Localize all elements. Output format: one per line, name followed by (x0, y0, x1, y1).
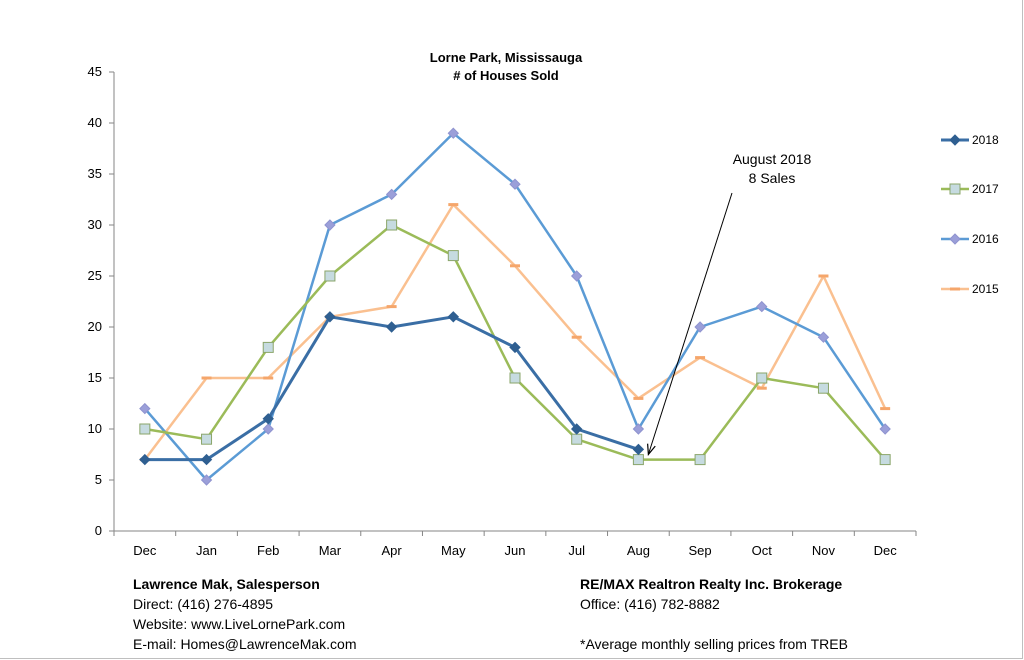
data-point-2018 (262, 413, 274, 425)
data-point-2017 (817, 382, 829, 394)
data-point-2016 (509, 178, 521, 190)
data-point-2017 (509, 372, 521, 384)
email-text: E-mail: Homes@LawrenceMak.com (133, 636, 357, 652)
series-line-2015 (143, 203, 887, 461)
y-tick-label: 25 (88, 268, 102, 283)
data-point-2017 (201, 433, 213, 445)
x-tick-label: Nov (812, 543, 836, 558)
annotation-line-2: 8 Sales (749, 170, 796, 186)
agent-name: Lawrence Mak, Salesperson (133, 576, 320, 592)
annotation-arrow-head (647, 443, 656, 456)
y-tick-label: 30 (88, 217, 102, 232)
legend-marker-2018 (949, 134, 961, 146)
data-point-2016 (570, 270, 583, 282)
x-tick-label: Jan (196, 543, 217, 558)
y-tick-label: 35 (88, 166, 102, 181)
y-tick-label: 10 (88, 421, 102, 436)
data-point-2016 (262, 423, 274, 435)
chart-title-line-1: Lorne Park, Mississauga (430, 50, 583, 65)
data-point-2017 (324, 270, 336, 282)
legend-label-2017: 2017 (972, 182, 999, 196)
legend: 2018 2017 2016 2015 (941, 133, 999, 296)
data-point-2017 (571, 433, 583, 445)
x-tick-label: Sep (689, 543, 712, 558)
series-2015 (139, 203, 891, 462)
data-point-2016 (139, 402, 151, 415)
legend-label-2015: 2015 (972, 282, 999, 296)
x-tick-label: Feb (257, 543, 279, 558)
y-tick-label: 40 (88, 115, 102, 130)
data-point-2017 (694, 454, 706, 466)
series-2017 (139, 219, 891, 466)
chart-title-line-2: # of Houses Sold (453, 68, 559, 83)
data-point-2017 (262, 341, 274, 353)
y-tick-label: 15 (88, 370, 102, 385)
direct-phone: Direct: (416) 276-4895 (133, 596, 274, 612)
source-note: *Average monthly selling prices from TRE… (580, 636, 848, 652)
data-point-2018 (385, 321, 398, 333)
data-point-2018 (509, 341, 521, 354)
website-text: Website: www.LiveLornePark.com (133, 616, 346, 632)
x-tick-label: Apr (381, 543, 402, 558)
data-point-2018 (139, 453, 151, 466)
annotation-arrow-line (647, 192, 733, 455)
y-tick-label: 5 (95, 472, 102, 487)
series-layer (139, 127, 891, 486)
x-tick-label: Jul (568, 543, 585, 558)
x-tick-label: Jun (505, 543, 526, 558)
annotation: August 2018 8 Sales (647, 151, 812, 456)
brokerage-name: RE/MAX Realtron Realty Inc. Brokerage (580, 576, 843, 592)
data-point-2018 (324, 311, 336, 323)
data-point-2017 (879, 454, 891, 466)
data-point-2017 (756, 372, 768, 384)
footer-brokerage: RE/MAX Realtron Realty Inc. Brokerage Of… (580, 574, 848, 654)
data-point-2016 (879, 423, 891, 435)
annotation-line-1: August 2018 (733, 151, 812, 167)
data-point-2016 (447, 127, 460, 139)
data-point-2017 (447, 250, 459, 262)
x-tick-label: May (441, 543, 466, 558)
data-point-2017 (139, 423, 151, 435)
data-point-2016 (385, 188, 398, 201)
data-point-2016 (756, 300, 768, 313)
data-point-2016 (817, 331, 830, 343)
x-tick-label: Mar (319, 543, 342, 558)
data-point-2017 (386, 219, 398, 231)
legend-label-2016: 2016 (972, 232, 999, 246)
data-point-2018 (447, 311, 460, 323)
data-point-2018 (200, 453, 213, 466)
series-2016 (139, 127, 891, 486)
office-phone: Office: (416) 782-8882 (580, 596, 720, 612)
x-tick-label: Dec (133, 543, 157, 558)
data-point-2018 (570, 423, 583, 435)
data-point-2018 (632, 443, 645, 456)
y-tick-label: 20 (88, 319, 102, 334)
footer-contact: Lawrence Mak, Salesperson Direct: (416) … (133, 574, 357, 654)
legend-label-2018: 2018 (972, 133, 999, 147)
x-tick-label: Aug (627, 543, 650, 558)
data-point-2016 (200, 474, 213, 486)
axes: 0 5 10 15 20 25 30 35 40 45 Dec Jan Feb Mar Apr May Jun J… (88, 64, 917, 558)
legend-marker-2017 (949, 183, 961, 195)
data-point-2016 (324, 219, 336, 231)
data-point-2016 (632, 423, 645, 435)
series-line-2018 (144, 315, 639, 462)
series-2018 (139, 311, 645, 466)
legend-marker-2016 (949, 233, 961, 245)
data-point-2016 (694, 321, 706, 333)
data-point-2017 (632, 454, 644, 466)
y-tick-label: 0 (95, 523, 102, 538)
y-tick-label: 45 (88, 64, 102, 79)
x-tick-label: Dec (874, 543, 898, 558)
x-tick-label: Oct (752, 543, 773, 558)
